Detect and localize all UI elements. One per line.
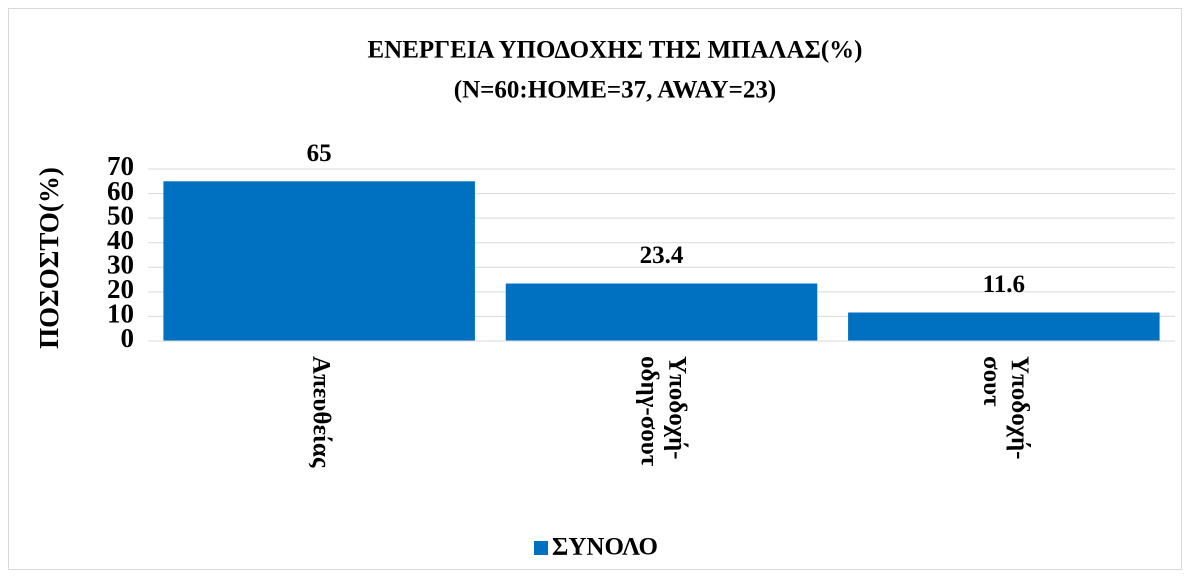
data-label: 65 [307, 140, 332, 167]
legend-swatch [534, 541, 548, 555]
chart-title: ΕΝΕΡΓΕΙΑ ΥΠΟΔΟΧΗΣ ΤΗΣ ΜΠΑΛΑΣ(%) [367, 37, 862, 64]
data-label: 11.6 [983, 271, 1025, 298]
y-tick-label: 10 [107, 299, 134, 329]
x-tick-label: Υποδοχή-σουτ [978, 356, 1033, 460]
y-axis-label: ΠΟΣΟΣΤΟ(%) [34, 167, 64, 349]
bar [163, 181, 475, 341]
y-tick-label: 30 [107, 249, 134, 279]
y-tick-label: 40 [107, 225, 134, 255]
x-tick-label: Απευθείας [307, 356, 334, 468]
y-tick-label: 60 [107, 176, 134, 206]
bar [848, 312, 1160, 341]
y-tick-label: 50 [107, 200, 134, 230]
y-tick-label: 0 [121, 323, 135, 353]
y-tick-label: 20 [107, 274, 134, 304]
bar [505, 283, 818, 341]
data-label: 23.4 [640, 242, 684, 269]
y-tick-label: 70 [107, 151, 134, 181]
x-tick-label: Υποδοχή-οδηγ-σουτ [636, 356, 691, 467]
chart-subtitle: (N=60:HOME=37, AWAY=23) [454, 77, 776, 104]
legend-label: ΣΥΝΟΛΟ [552, 534, 658, 561]
